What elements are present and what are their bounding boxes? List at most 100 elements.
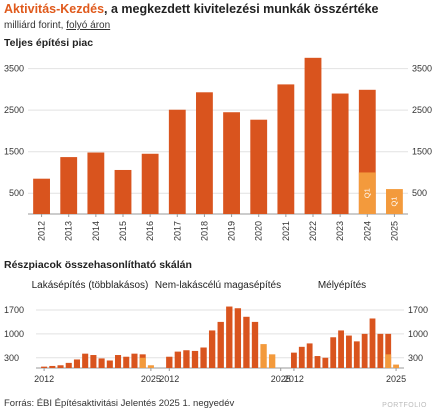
y-tick-left: 300	[4, 353, 19, 363]
bar-2018	[196, 92, 213, 214]
x-tick-label-start: 2012	[284, 374, 304, 384]
panel-bar	[291, 352, 297, 368]
bar-2017	[168, 109, 186, 214]
bar-2014	[87, 152, 105, 214]
panel-bar	[377, 333, 384, 368]
panel-bar	[131, 353, 138, 368]
x-tick-label-2013: 2013	[64, 221, 74, 241]
y-tick-left: 1700	[4, 305, 24, 315]
x-tick-label-2019: 2019	[227, 221, 237, 241]
y-tick-right: 1700	[408, 305, 428, 315]
panel-bar	[338, 330, 344, 368]
main-chart: 500 500 1500 1500 2500 2500 3500 3500 2012 2013 20…	[4, 57, 432, 241]
bar-2013	[60, 157, 78, 214]
panel-bar	[114, 355, 122, 368]
panel-bar	[353, 341, 360, 368]
panel-bar	[217, 321, 224, 368]
panel-bar	[322, 357, 329, 368]
watermark: PORTFOLIO	[382, 402, 427, 409]
x-tick-label-end: 2025	[141, 374, 161, 384]
x-tick-label-end: 2025	[271, 374, 291, 384]
source-note: Forrás: ÉBI Építésaktivitási Jelentés 20…	[4, 398, 235, 409]
panel-bar	[82, 353, 89, 368]
panel-title: Mélyépítés	[318, 280, 366, 291]
panel-bar-q1	[147, 365, 154, 368]
x-tick-label-2020: 2020	[254, 221, 264, 241]
panel-bar	[191, 350, 199, 368]
y-tick-left: 500	[9, 188, 24, 198]
x-tick-label-end: 2025	[386, 374, 406, 384]
panel-bar-q1	[268, 354, 276, 368]
y-tick-right: 500	[412, 188, 427, 198]
panel-bar-q1	[139, 357, 146, 368]
bar-q1-2024	[358, 172, 376, 214]
title-accent: Aktivitás-Kezdés	[4, 2, 105, 16]
panel-bar	[73, 359, 81, 368]
bar-q1-2025	[386, 189, 403, 214]
x-tick-label-start: 2012	[34, 374, 54, 384]
panel-bar	[41, 366, 48, 368]
y-tick-right: 300	[408, 353, 423, 363]
q1-label: Q1	[362, 188, 371, 198]
x-tick-label-2022: 2022	[308, 221, 318, 241]
x-tick-label-2023: 2023	[335, 221, 345, 241]
panel-bar	[90, 355, 97, 368]
panel-bar	[346, 335, 352, 368]
y-tick-right: 1000	[408, 329, 428, 339]
panel-bar	[183, 350, 190, 368]
chart-subtitle: milliárd forint, folyó áron	[4, 20, 110, 31]
bar-2022	[304, 57, 322, 214]
y-tick-right: 1500	[412, 147, 432, 157]
subpanel-section-title: Részpiacok összehasonlítható skálán	[4, 259, 192, 271]
panel-title: Lakásépítés (többlakásos)	[32, 280, 149, 291]
x-tick-label-2025: 2025	[389, 221, 399, 241]
panel-bar	[234, 308, 242, 368]
panel-bar	[369, 318, 376, 368]
panel-bar	[385, 333, 392, 368]
y-tick-left: 2500	[4, 105, 24, 115]
panel-bar-q1	[385, 354, 392, 368]
bar-2016	[141, 153, 159, 214]
bar-2019	[223, 112, 240, 214]
panel-bar	[314, 356, 321, 368]
y-tick-left: 3500	[4, 64, 24, 74]
chart-title: Aktivitás-Kezdés, a megkezdett kivitelez…	[4, 2, 379, 16]
panel-title: Nem-lakáscélú magasépítés	[155, 280, 281, 291]
panel-bar	[361, 333, 368, 368]
panel-bar	[98, 358, 105, 368]
bar-2015	[114, 169, 132, 214]
bar-2020	[250, 119, 268, 214]
title-rest: , a megkezdett kivitelezési munkák összé…	[104, 2, 379, 16]
y-tick-left: 1500	[4, 147, 24, 157]
x-tick-label-2024: 2024	[362, 221, 372, 241]
panel-bar	[208, 330, 216, 368]
x-tick-label-2018: 2018	[199, 221, 209, 241]
panel-bar	[306, 343, 313, 368]
panel-bar	[330, 337, 337, 368]
panel-bar	[65, 362, 72, 368]
panel-bar	[166, 356, 173, 368]
panel-bar-q1	[393, 364, 399, 368]
panel-bar	[226, 306, 233, 368]
x-tick-label-2017: 2017	[172, 221, 182, 241]
bar-2012	[33, 178, 50, 214]
main-section-title: Teljes építési piac	[4, 37, 94, 49]
bar-2021	[277, 84, 295, 215]
subtitle-underlined: folyó áron	[66, 20, 111, 31]
x-tick-label-2014: 2014	[91, 221, 101, 241]
x-tick-label-start: 2012	[159, 374, 179, 384]
panel-bar	[123, 356, 130, 368]
y-tick-right: 3500	[412, 64, 432, 74]
y-tick-left: 1000	[4, 329, 24, 339]
x-tick-label-2012: 2012	[37, 221, 47, 241]
panel-bar	[298, 346, 305, 368]
x-tick-label-2015: 2015	[118, 221, 128, 241]
q1-label: Q1	[389, 197, 398, 207]
panel-bar	[106, 360, 113, 368]
panel-bar	[49, 365, 56, 368]
y-tick-right: 2500	[412, 105, 432, 115]
panel-bar	[251, 321, 259, 368]
subpanel-chart: 300 300 1000 1000 1700 1700 Lakásépítés (többl…	[4, 280, 428, 384]
panel-bar	[57, 365, 64, 368]
panel-bar	[243, 316, 250, 368]
